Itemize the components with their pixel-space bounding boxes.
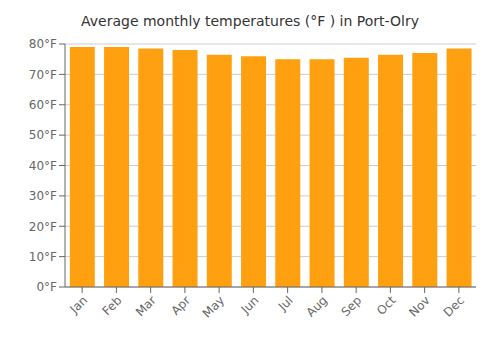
svg-text:Jul: Jul bbox=[275, 293, 296, 314]
svg-text:Mar: Mar bbox=[133, 293, 159, 319]
svg-text:20°F: 20°F bbox=[29, 220, 57, 234]
svg-text:0°F: 0°F bbox=[36, 280, 57, 294]
svg-text:50°F: 50°F bbox=[29, 128, 57, 142]
svg-text:Apr: Apr bbox=[168, 293, 193, 318]
svg-text:60°F: 60°F bbox=[29, 98, 57, 112]
svg-text:Oct: Oct bbox=[374, 293, 399, 318]
svg-text:80°F: 80°F bbox=[29, 37, 57, 51]
html-text:Average monthly temperatures (: Average monthly temperatures (°F ) in Po… bbox=[81, 13, 419, 29]
svg-text:Sep: Sep bbox=[338, 293, 364, 319]
svg-text:Jan: Jan bbox=[67, 293, 91, 317]
svg-text:Nov: Nov bbox=[406, 293, 432, 319]
svg-text:Aug: Aug bbox=[304, 293, 330, 319]
svg-text:Dec: Dec bbox=[441, 293, 467, 319]
svg-text:30°F: 30°F bbox=[29, 189, 57, 203]
svg-text:Feb: Feb bbox=[100, 293, 125, 318]
svg-text:Jun: Jun bbox=[238, 293, 262, 317]
svg-text:10°F: 10°F bbox=[29, 250, 57, 264]
svg-text:May: May bbox=[200, 293, 227, 320]
svg-text:40°F: 40°F bbox=[29, 159, 57, 173]
svg-text:70°F: 70°F bbox=[29, 68, 57, 82]
